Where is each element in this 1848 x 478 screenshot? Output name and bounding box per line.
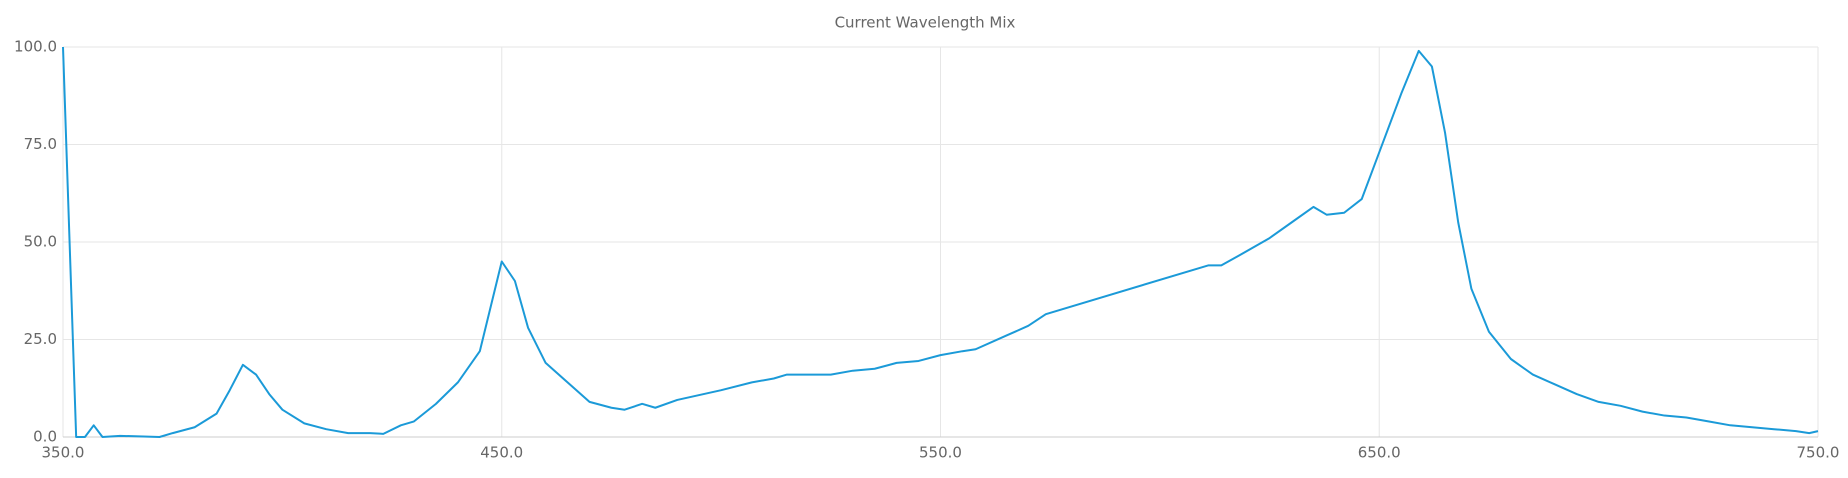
data-line: [62, 46, 1819, 438]
y-tick-label: 100.0: [14, 38, 57, 56]
y-tick-label: 25.0: [24, 330, 57, 348]
y-tick-label: 50.0: [24, 233, 57, 251]
x-tick-label: 350.0: [42, 444, 85, 462]
x-tick-label: 650.0: [1358, 444, 1401, 462]
y-tick-label: 0.0: [33, 428, 57, 446]
x-tick-label: 550.0: [919, 444, 962, 462]
x-tick-label: 450.0: [480, 444, 523, 462]
chart-title: Current Wavelength Mix: [835, 14, 1016, 32]
y-tick-label: 75.0: [24, 135, 57, 153]
x-tick-label: 750.0: [1797, 444, 1840, 462]
